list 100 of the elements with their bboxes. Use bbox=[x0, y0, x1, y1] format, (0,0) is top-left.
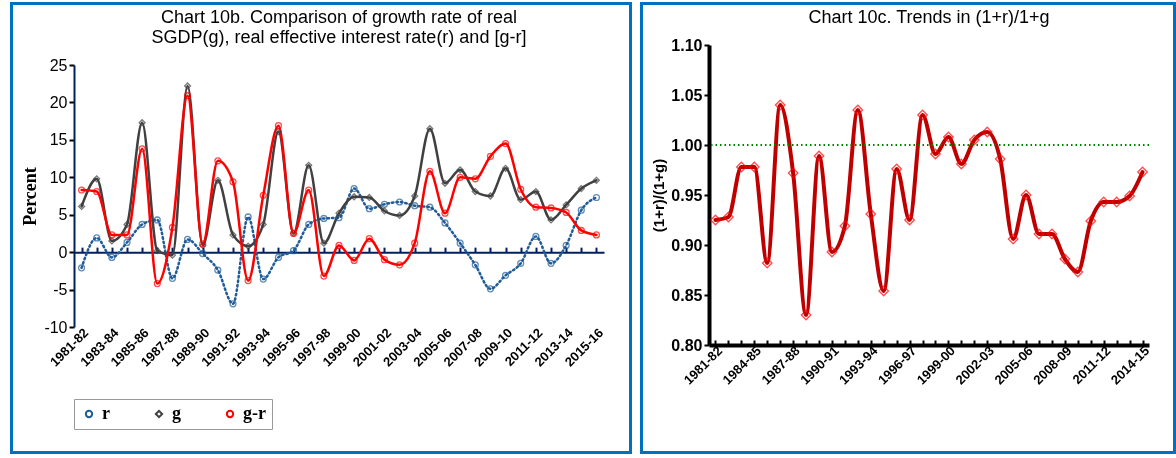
point bbox=[108, 231, 116, 239]
point bbox=[123, 220, 131, 229]
point bbox=[441, 179, 449, 187]
point bbox=[320, 214, 328, 223]
point bbox=[501, 271, 510, 279]
point bbox=[274, 253, 283, 261]
y-tick-label: 0.85 bbox=[671, 286, 703, 304]
y-axis-title: Percent bbox=[20, 167, 41, 226]
point bbox=[274, 122, 283, 130]
point bbox=[123, 238, 131, 247]
point bbox=[153, 279, 161, 288]
point bbox=[562, 201, 570, 209]
point bbox=[501, 164, 510, 172]
point bbox=[259, 275, 267, 283]
point bbox=[532, 232, 540, 241]
point bbox=[395, 261, 404, 269]
y-tick-label: 1.10 bbox=[671, 36, 703, 54]
point bbox=[93, 175, 101, 183]
y-tick-label: 0.90 bbox=[671, 236, 703, 254]
point bbox=[93, 187, 101, 196]
legend-label: g-r bbox=[243, 403, 266, 423]
y-axis-title: (1+r)/(1+g) bbox=[650, 158, 668, 233]
point bbox=[562, 208, 570, 217]
point bbox=[305, 186, 313, 194]
point bbox=[244, 276, 252, 285]
point bbox=[365, 205, 373, 213]
point bbox=[138, 220, 146, 229]
y-tick-label: 10 bbox=[49, 168, 68, 186]
point bbox=[153, 216, 161, 224]
point bbox=[411, 202, 419, 210]
point bbox=[517, 259, 525, 267]
chart-title: Chart 10c. Trends in (1+r)/1+g bbox=[808, 7, 1050, 27]
y-tick-label: 0.95 bbox=[671, 186, 703, 204]
point bbox=[138, 145, 146, 153]
point bbox=[592, 231, 601, 239]
y-tick-label: 5 bbox=[58, 206, 68, 224]
y-tick-label: 1.00 bbox=[671, 136, 703, 154]
point bbox=[305, 220, 313, 229]
point bbox=[426, 203, 434, 211]
point bbox=[335, 214, 343, 222]
point bbox=[411, 192, 419, 200]
point bbox=[183, 92, 192, 100]
point bbox=[441, 209, 449, 217]
y-tick-label: -5 bbox=[53, 281, 68, 299]
point bbox=[259, 191, 267, 199]
point bbox=[441, 219, 449, 227]
point bbox=[471, 175, 479, 183]
point bbox=[259, 220, 267, 229]
point bbox=[411, 239, 419, 247]
point bbox=[456, 239, 464, 247]
y-tick-label: 1.05 bbox=[671, 86, 703, 104]
point bbox=[517, 185, 525, 193]
point bbox=[138, 119, 146, 127]
point bbox=[350, 256, 358, 264]
point bbox=[93, 234, 101, 242]
point bbox=[501, 140, 510, 148]
point bbox=[592, 176, 601, 184]
point bbox=[77, 264, 86, 272]
point bbox=[350, 184, 358, 193]
legend-label: r bbox=[102, 403, 110, 423]
point bbox=[426, 125, 434, 133]
point bbox=[168, 223, 177, 232]
y-tick-label: 0 bbox=[58, 243, 68, 261]
point bbox=[335, 209, 343, 217]
point bbox=[562, 241, 570, 250]
point bbox=[244, 213, 252, 221]
point bbox=[456, 173, 464, 181]
point bbox=[199, 250, 207, 258]
point bbox=[123, 231, 131, 239]
point bbox=[289, 247, 298, 255]
y-tick-label: 15 bbox=[49, 131, 68, 149]
point bbox=[532, 187, 540, 196]
legend-label: g bbox=[172, 403, 181, 423]
point bbox=[577, 226, 585, 235]
point bbox=[380, 256, 389, 264]
point bbox=[547, 259, 555, 267]
point bbox=[168, 251, 177, 259]
point bbox=[214, 176, 222, 184]
point bbox=[547, 204, 555, 212]
point bbox=[365, 235, 373, 243]
point bbox=[486, 192, 495, 200]
point bbox=[486, 285, 495, 293]
point bbox=[577, 184, 585, 193]
point bbox=[168, 274, 177, 282]
point bbox=[229, 178, 237, 186]
point bbox=[108, 253, 116, 261]
point bbox=[577, 206, 585, 214]
point bbox=[335, 241, 343, 250]
point bbox=[380, 200, 389, 208]
y-tick-label: 20 bbox=[49, 93, 68, 111]
point bbox=[592, 193, 601, 202]
point bbox=[365, 193, 373, 202]
point bbox=[532, 203, 540, 211]
point bbox=[456, 166, 464, 174]
point bbox=[471, 187, 479, 196]
chart-title: Chart 10b. Comparison of growth rate of real SGDP(g), real effective interest rate(r) and [g-r] bbox=[151, 7, 527, 47]
point bbox=[380, 207, 389, 215]
point bbox=[77, 186, 86, 194]
point bbox=[350, 193, 358, 201]
point bbox=[183, 82, 192, 90]
